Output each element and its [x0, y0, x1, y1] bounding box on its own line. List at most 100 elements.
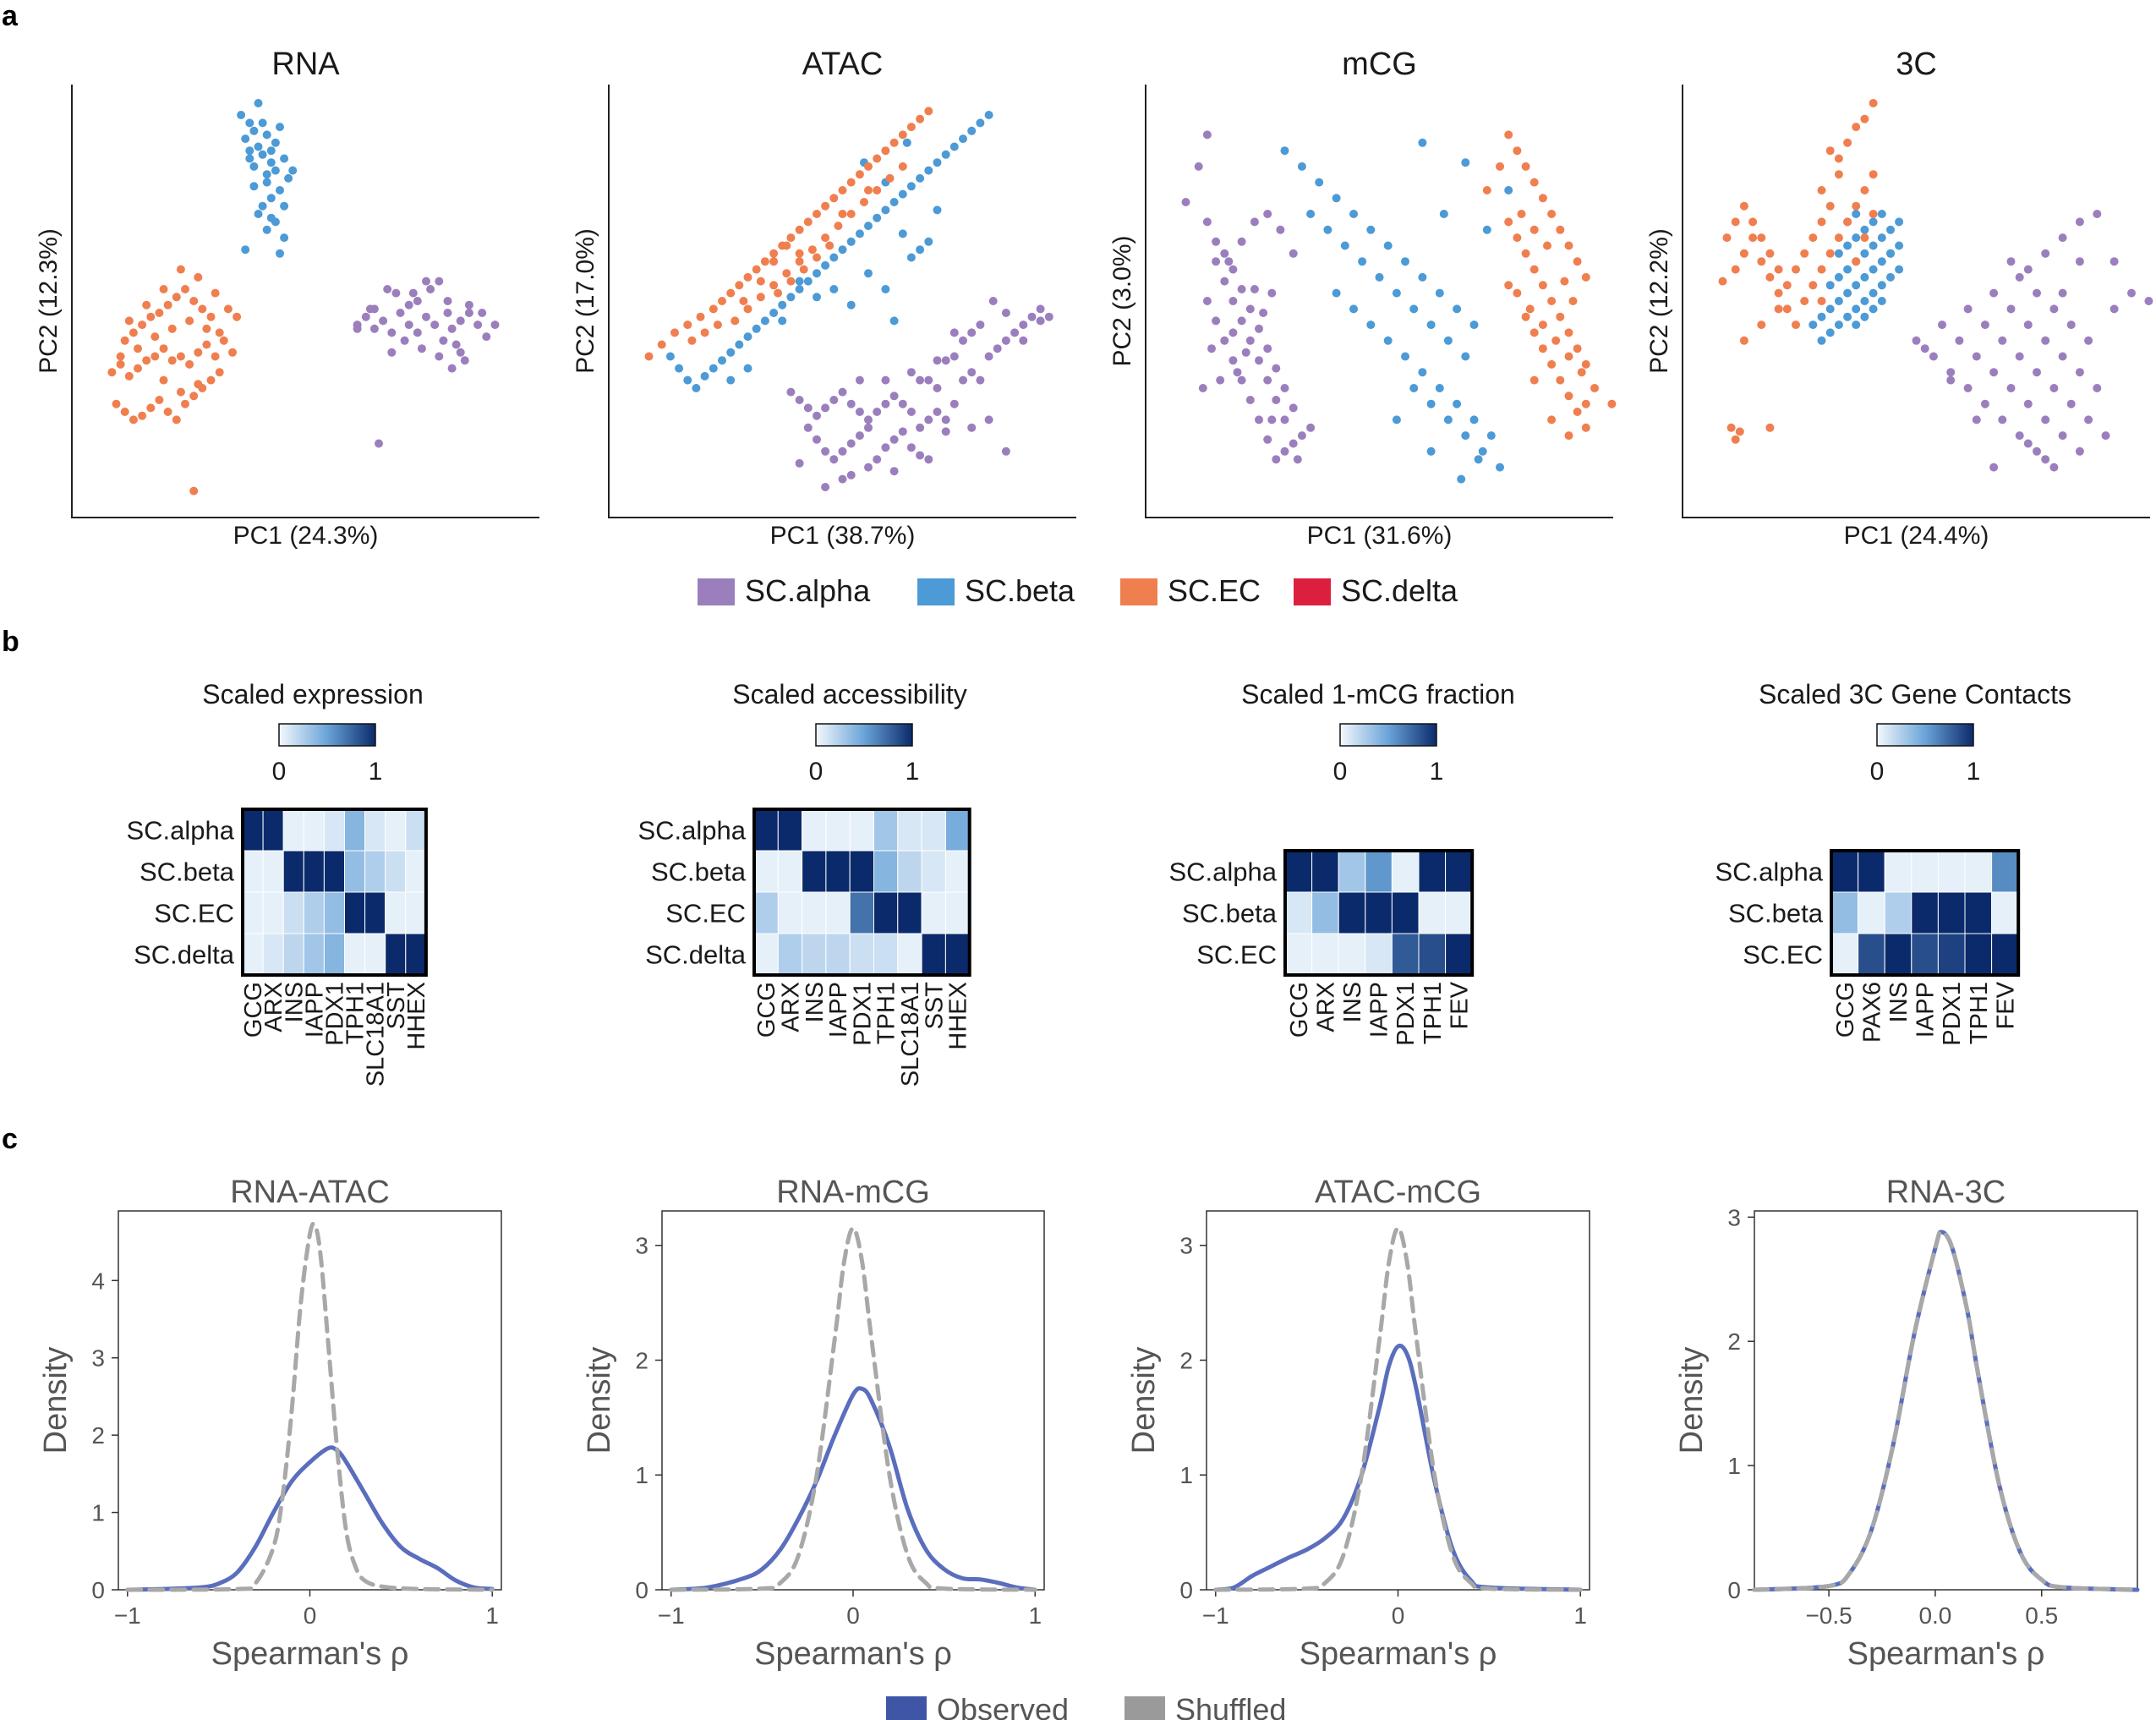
pca-point-ec: [1496, 162, 1504, 171]
pca-point-ec: [198, 304, 207, 314]
y-tick-label: 0: [1727, 1577, 1741, 1603]
pca-xlabel: PC1 (38.7%): [770, 522, 916, 550]
pca-point-beta: [829, 253, 839, 262]
pca-point-beta: [245, 154, 254, 163]
pca-point-beta: [1860, 249, 1869, 258]
pca-point-beta: [262, 170, 271, 179]
pca-point-ec: [120, 336, 129, 345]
pca-point-ec: [134, 344, 142, 353]
pca-point-alpha: [1181, 198, 1190, 206]
pca-point-alpha: [464, 300, 473, 309]
heatmap-cell: [262, 891, 284, 934]
heatmap-col-label: INS: [802, 982, 829, 1022]
pca-point-beta: [249, 126, 259, 135]
pca-point-beta: [1852, 281, 1861, 290]
heatmap-cell: [405, 933, 427, 976]
pca-point-ec: [1825, 146, 1835, 156]
pca-point-beta: [1383, 241, 1393, 250]
pca-point-alpha: [375, 439, 383, 448]
heatmap-cell: [1418, 933, 1447, 976]
pca-point-ec: [1556, 312, 1565, 321]
pca-point-alpha: [2033, 368, 2041, 377]
pca-xlabel: PC1 (31.6%): [1307, 522, 1453, 550]
colorbar: [815, 723, 913, 747]
pca-point-ec: [1782, 304, 1792, 314]
pca-point-alpha: [984, 415, 993, 425]
pca-point-alpha: [408, 288, 418, 298]
heatmap-cell: [1991, 891, 2019, 934]
pca-point-alpha: [1955, 336, 1964, 345]
heatmap-cell: [405, 808, 427, 852]
pca-point-ec: [799, 265, 808, 274]
pca-point-alpha: [846, 470, 856, 479]
pca-point-alpha: [976, 320, 985, 330]
heatmap-cell: [303, 850, 325, 893]
heatmap-cell: [1858, 933, 1885, 976]
pca-point-beta: [941, 150, 950, 159]
pca-point-beta: [1469, 320, 1479, 330]
pca-point-beta: [1860, 312, 1869, 321]
pca-point-alpha: [439, 336, 448, 345]
pca-point-ec: [1774, 288, 1783, 298]
pca-point-beta: [838, 245, 847, 255]
pca-point-beta: [665, 352, 675, 361]
heatmap-cell: [242, 850, 264, 893]
pca-point-alpha: [456, 348, 465, 357]
y-tick-label: 1: [1179, 1462, 1193, 1488]
pca-point-ec: [1521, 312, 1530, 321]
pca-point-ec: [159, 344, 168, 353]
pca-point-ec: [185, 359, 194, 369]
pca-point-ec: [163, 408, 172, 416]
pca-point-ec: [769, 249, 779, 258]
heatmap-cell: [921, 850, 946, 893]
pca-point-ec: [1757, 233, 1766, 243]
pca-point-ec: [1560, 277, 1569, 286]
pca-point-alpha: [2093, 210, 2102, 218]
pca-point-beta: [795, 277, 804, 286]
pca-point-beta: [700, 371, 709, 381]
pca-point-beta: [1895, 265, 1904, 274]
pca-point-ec: [1568, 297, 1578, 305]
pca-point-alpha: [2033, 446, 2041, 456]
pca-point-alpha: [2075, 257, 2084, 266]
pca-point-beta: [683, 375, 692, 385]
pca-point-ec: [1538, 281, 1547, 290]
pca-point-ec: [155, 309, 164, 317]
pca-point-alpha: [1220, 336, 1229, 345]
pca-point-beta: [271, 166, 280, 175]
pca-point-ec: [718, 297, 726, 305]
pca-point-alpha: [1202, 217, 1212, 227]
pca-point-beta: [803, 277, 813, 286]
pca-point-alpha: [1220, 249, 1229, 258]
pca-point-alpha: [967, 368, 977, 377]
pca-point-beta: [1439, 210, 1448, 218]
heatmap-row-label: SC.alpha: [126, 816, 234, 846]
pca-point-alpha: [1207, 344, 1216, 353]
panel-a-pca-scatter: RNA PC1 (24.3%) PC2 (12.3%) ATAC PC1 (38.7%)…: [35, 47, 2153, 550]
pca-point-alpha: [1289, 403, 1298, 413]
density-frame: [1754, 1210, 2138, 1591]
heatmap-cell: [1911, 891, 1939, 934]
pca-point-ec: [181, 285, 189, 293]
heatmap-row-label: SC.EC: [1743, 940, 1823, 970]
pca-point-ec: [769, 257, 779, 266]
pca-point-alpha: [933, 384, 942, 392]
pca-point-beta: [1366, 225, 1376, 234]
y-tick-label: 2: [1727, 1328, 1741, 1355]
pca-point-ec: [1564, 241, 1573, 250]
pca-point-alpha: [2066, 320, 2076, 330]
pca-point-beta: [881, 205, 890, 215]
pca-point-beta: [898, 189, 907, 199]
pca-point-beta: [1349, 304, 1358, 314]
pca-point-beta: [743, 332, 752, 342]
pca-point-alpha: [873, 408, 882, 416]
pca-point-alpha: [967, 423, 977, 432]
pca-point-beta: [743, 364, 752, 373]
pca-point-ec: [1748, 217, 1758, 227]
pca-point-ec: [713, 320, 722, 330]
pca-point-ec: [1817, 217, 1826, 227]
pca-point-alpha: [889, 467, 899, 476]
x-tick-label: 0: [304, 1602, 317, 1629]
pca-point-beta: [1426, 320, 1436, 330]
x-tick-label: 0.0: [1918, 1602, 1951, 1629]
